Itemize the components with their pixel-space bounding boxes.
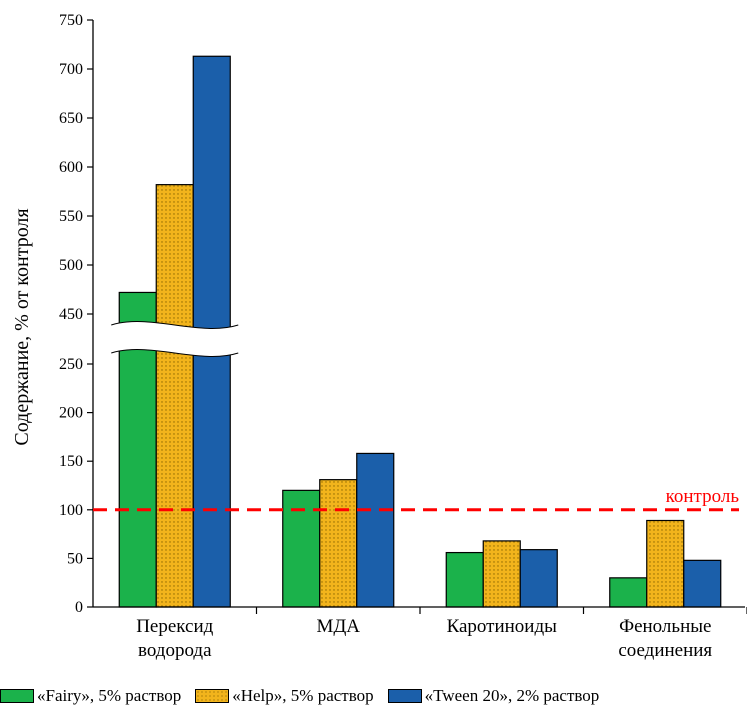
legend-swatch-tween — [387, 689, 422, 703]
bar-series2-cat1 — [155, 184, 194, 608]
bar-series3-cat4 — [683, 559, 722, 608]
x-category-label-3-line-1: Каротиноиды — [447, 616, 558, 637]
y-tick-label-150: 150 — [59, 453, 83, 470]
y-tick-label-600: 600 — [59, 159, 83, 176]
y-tick-label-100: 100 — [59, 502, 83, 519]
bar-series1-cat2 — [282, 489, 321, 608]
legend-item-fairy: «Fairy», 5% раствор — [0, 686, 181, 706]
y-tick-label-750: 750 — [59, 12, 83, 29]
bar-series2-cat4 — [646, 519, 685, 608]
x-category-label-4-line-2: соединения — [618, 640, 712, 661]
y-tick-label-700: 700 — [59, 61, 83, 78]
x-category-label-1-line-2: водорода — [138, 640, 212, 661]
y-tick-label-250: 250 — [59, 356, 83, 373]
axis-break-line-bottom — [111, 349, 239, 357]
legend-label-help: «Help», 5% раствор — [232, 686, 374, 705]
legend-label-tween: «Tween 20», 2% раствор — [424, 686, 600, 705]
legend-swatch-help — [195, 689, 230, 703]
axis-break-band — [111, 321, 239, 357]
y-tick-label-50: 50 — [67, 550, 83, 567]
bar-series1-cat3 — [445, 551, 484, 608]
bar-series2-cat2 — [319, 479, 358, 608]
y-tick-label-450: 450 — [59, 306, 83, 323]
y-axis-title: Содержание, % от контроля — [11, 208, 33, 445]
x-category-label-2-line-1: МДА — [316, 616, 360, 637]
bar-series3-cat3 — [519, 549, 558, 608]
legend: «Fairy», 5% раствор «Help», 5% раствор «… — [0, 683, 747, 709]
bar-series3-cat2 — [356, 452, 395, 608]
axis-break-line-top — [111, 321, 239, 329]
bar-series1-cat4 — [609, 577, 648, 608]
x-category-label-4-line-1: Фенольные — [619, 616, 711, 637]
legend-swatch-fairy — [0, 689, 34, 703]
y-tick-label-650: 650 — [59, 110, 83, 127]
reference-line-label: контроль — [666, 486, 740, 507]
legend-item-help: «Help», 5% раствор — [195, 686, 374, 706]
legend-label-fairy: «Fairy», 5% раствор — [37, 686, 182, 705]
y-tick-label-200: 200 — [59, 405, 83, 422]
bar-series2-cat3 — [482, 540, 521, 608]
y-tick-label-0: 0 — [75, 599, 83, 616]
y-tick-label-550: 550 — [59, 208, 83, 225]
x-category-label-1-line-1: Перексид — [136, 616, 213, 637]
y-tick-label-500: 500 — [59, 257, 83, 274]
legend-item-tween: «Tween 20», 2% раствор — [387, 686, 600, 706]
